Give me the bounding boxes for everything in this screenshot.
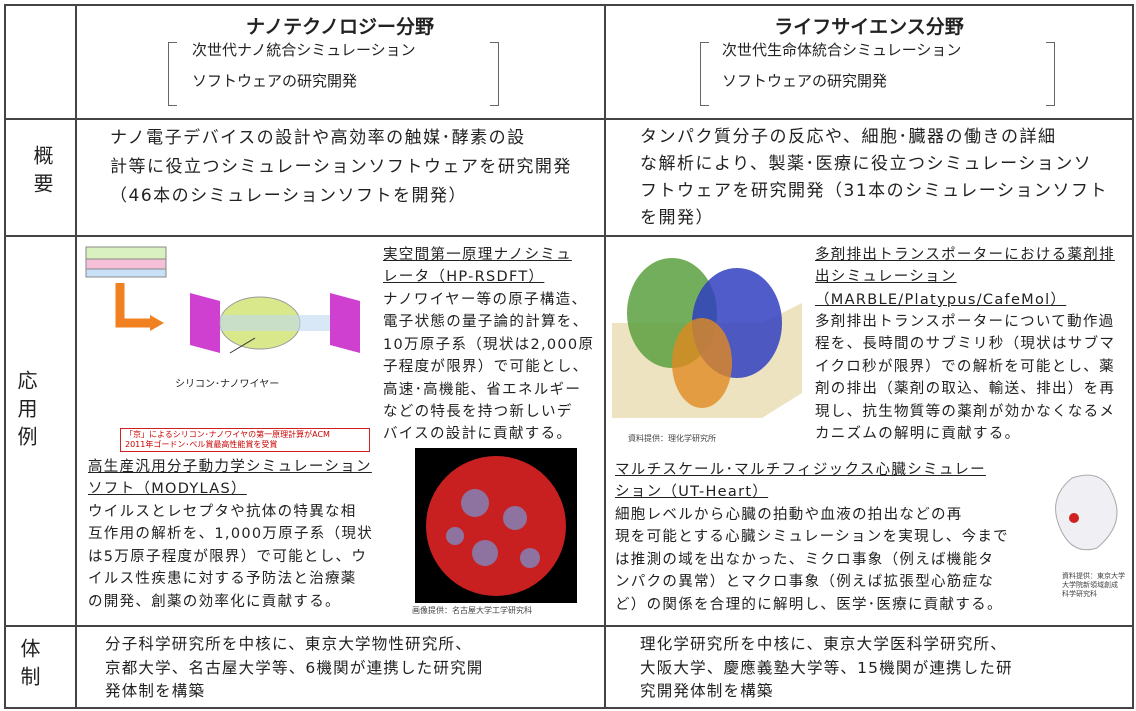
text-line: バイスの設計に貢献する。: [383, 426, 573, 443]
organization-text: 分子科学研究所を中核に、東京大学物性研究所、 京都大学、名古屋大学等、6機関が連携…: [105, 633, 483, 704]
text-line: イクロ秒が限界）での解析を可能とし、薬: [815, 358, 1115, 375]
virus-image: [415, 448, 577, 603]
text-line: 高速･高機能、省エネルギー: [383, 381, 582, 398]
row-label: 概要: [30, 145, 54, 201]
text-line: 計等に役立つシミュレーションソフトウェアを研究開発: [110, 157, 572, 177]
bracket: [168, 42, 177, 106]
organization-text: 理化学研究所を中核に、東京大学医科学研究所、 大阪大学、慶應義塾大学等、15機関が…: [640, 633, 1013, 704]
text-line: 実空間第一原理ナノシミュ: [383, 247, 572, 263]
overview-text: タンパク質分子の反応や、細胞･臓器の働きの詳細な解析により、製薬･医療に役立つシ…: [640, 124, 1108, 232]
text-line: カニズムの解明に貢献する。: [815, 426, 1021, 443]
text-line: フトウェアを研究開発（31本のシミュレーションソフト: [640, 181, 1108, 201]
text-line: 出シミュレーション: [815, 269, 957, 286]
column-title: ナノテクノロジー分野: [246, 16, 434, 38]
text-line: 分子科学研究所を中核に、東京大学物性研究所、: [105, 635, 472, 653]
text-line: な解析により、製薬･医療に役立つシミュレーションソ: [640, 154, 1093, 174]
example-text: 多剤排出トランスポーターについて動作過 程を、長時間のサブミリ秒（現状はサブマ イク…: [815, 311, 1115, 445]
text-line: （MARBLE/Platypus/CafeMol）: [815, 291, 1067, 308]
row-label: 応用例: [14, 370, 38, 454]
text-line: 発体制を構築: [105, 682, 206, 700]
text-line: ソフトウェアの研究開発: [722, 72, 888, 90]
text-line: ナノ電子デバイスの設計や高効率の触媒･酵素の設: [110, 128, 526, 148]
table-border: [1132, 4, 1134, 709]
text-line: 究開発体制を構築: [640, 682, 774, 700]
text-line: 現し、抗生物質等の薬剤が効かなくなるメ: [815, 403, 1116, 420]
text-line: 細胞レベルから心臓の拍動や血液の拍出などの再: [615, 507, 963, 523]
text-line: 科学研究科: [1062, 590, 1097, 598]
text-line: 電子状態の量子論的計算を、: [383, 314, 589, 331]
text-line: ナノワイヤー等の原子構造、: [383, 292, 588, 308]
text-line: は5万原子程度が限界）で可能とし、ウ: [88, 548, 368, 565]
image-credit: 画像提供：名古屋大学工学研究科: [412, 606, 532, 615]
example-title: 多剤排出トランスポーターにおける薬剤排 出シミュレーション （MARBLE/Plat…: [815, 244, 1115, 311]
text-line: ション（UT-Heart）: [615, 484, 769, 501]
bracket: [700, 42, 709, 106]
text-line: 大阪大学、慶應義塾大学等、15機関が連携した研: [640, 658, 1013, 677]
table-border: [4, 707, 1134, 709]
column-subtitle: 次世代ナノ統合シミュレーション ソフトウェアの研究開発: [192, 35, 416, 97]
image-credit: 資料提供：理化学研究所: [628, 434, 716, 443]
table-border: [604, 4, 606, 709]
text-line: イルス性疾患に対する予防法と治療薬: [88, 571, 357, 588]
overview-text: ナノ電子デバイスの設計や高効率の触媒･酵素の設計等に役立つシミュレーションソフト…: [110, 124, 572, 211]
text-line: などの特長を持つ新しいデ: [383, 404, 573, 421]
row-label: 体制: [17, 638, 41, 694]
example-title: マルチスケール･マルチフィジックス心臓シミュレー ション（UT-Heart）: [615, 459, 986, 504]
text-line: 次世代ナノ統合シミュレーション: [192, 41, 416, 59]
column-subtitle: 次世代生命体統合シミュレーション ソフトウェアの研究開発: [722, 35, 961, 97]
protein-image: [612, 258, 802, 418]
text-line: 京都大学、名古屋大学等、6機関が連携した研究開: [105, 658, 484, 677]
text-line: ンパクの異常）とマクロ事象（例えば拡張型心筋症な: [615, 574, 995, 591]
example-title: 高生産汎用分子動力学シミュレーション ソフト（MODYLAS）: [88, 456, 372, 501]
text-line: 程を、長時間のサブミリ秒（現状はサブマ: [815, 336, 1116, 353]
bracket: [1046, 42, 1055, 106]
text-line: レータ（HP-RSDFT）: [383, 269, 545, 286]
example-text: ウイルスとレセプタや抗体の特異な相互作用の解析を、1,000万原子系（現状 は5万…: [88, 501, 373, 613]
text-line: 多剤排出トランスポーターにおける薬剤排: [815, 247, 1115, 263]
text-line: （46本のシミュレーションソフトを開発）: [110, 186, 467, 206]
example-title: 実空間第一原理ナノシミュ レータ（HP-RSDFT）: [383, 244, 572, 289]
nanowire-figure: [85, 246, 360, 354]
text-line: 10万原子系（現状は2,000原: [383, 336, 595, 353]
award-box: 「京」によるシリコン･ナノワイヤの第一原理計算がACM 2011年ゴードン･ベル賞…: [120, 428, 370, 452]
text-line: 互作用の解析を、1,000万原子系（現状: [88, 526, 374, 543]
text-line: マルチスケール･マルチフィジックス心臓シミュレー: [615, 462, 986, 478]
heart-image: [1055, 474, 1118, 551]
bracket: [490, 42, 499, 106]
text-line: 資料提供：東京大学: [1062, 572, 1125, 580]
example-text: ナノワイヤー等の原子構造、 電子状態の量子論的計算を、 10万原子系（現状は2,00…: [383, 289, 594, 446]
example-text: 細胞レベルから心臓の拍動や血液の拍出などの再現を可能とする心臓シミュレーションを…: [615, 504, 1009, 616]
column-title: ライフサイエンス分野: [774, 16, 964, 38]
text-line: 高生産汎用分子動力学シミュレーション: [88, 459, 372, 475]
text-line: は推測の域を出なかった、ミクロ事象（例えば機能タ: [615, 551, 995, 568]
text-line: を開発）: [640, 208, 714, 228]
text-line: 多剤排出トランスポーターについて動作過: [815, 314, 1115, 330]
table-border: [4, 4, 6, 709]
text-line: ど）の関係を合理的に解明し、医学･医療に貢献する。: [615, 596, 1003, 613]
text-line: 「京」によるシリコン･ナノワイヤの第一原理計算がACM: [125, 430, 330, 439]
text-line: ソフト（MODYLAS）: [88, 481, 247, 498]
text-line: 2011年ゴードン･ベル賞最高性能賞を受賞: [125, 440, 278, 449]
text-line: 理化学研究所を中核に、東京大学医科学研究所、: [640, 635, 1007, 653]
text-line: ウイルスとレセプタや抗体の特異な相: [88, 504, 357, 520]
image-credit: 資料提供：東京大学 大学院新領域創成 科学研究科: [1062, 572, 1125, 599]
text-line: タンパク質分子の反応や、細胞･臓器の働きの詳細: [640, 127, 1057, 147]
table-border: [4, 625, 1134, 627]
figure-label: シリコン･ナノワイヤー: [175, 379, 280, 390]
text-line: 現を可能とする心臓シミュレーションを実現し、今まで: [615, 529, 1009, 546]
table-border: [4, 235, 1134, 237]
table-border: [4, 4, 1134, 6]
text-line: 大学院新領域創成: [1062, 581, 1118, 589]
table-border: [75, 4, 77, 709]
text-line: 剤の排出（薬剤の取込、輸送、排出）を再: [815, 381, 1116, 398]
text-line: ソフトウェアの研究開発: [192, 72, 358, 90]
table-border: [4, 118, 1134, 120]
text-line: の開発、創薬の効率化に貢献する。: [88, 593, 341, 610]
text-line: 次世代生命体統合シミュレーション: [722, 41, 962, 59]
text-line: 子程度が限界）で可能とし、: [383, 359, 589, 376]
